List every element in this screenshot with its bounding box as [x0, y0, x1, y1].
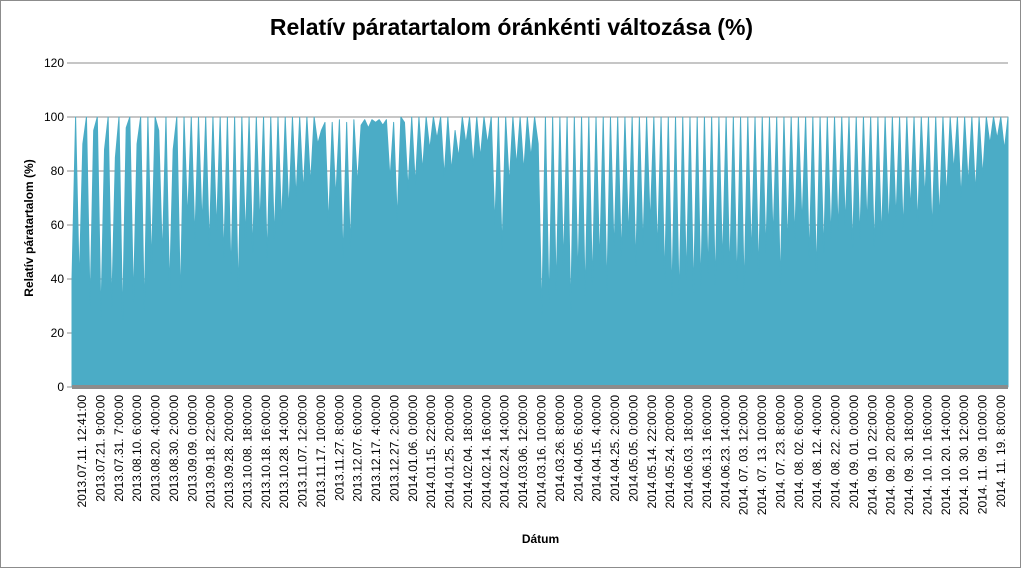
- x-tick-label: 2013.11.17. 10:00:00: [314, 395, 328, 508]
- x-tick-label: 2014.04.05. 6:00:00: [571, 395, 585, 502]
- y-tick-label: 20: [51, 326, 65, 340]
- x-tick-label: 2013.11.07. 12:00:00: [296, 395, 310, 508]
- x-tick-label: 2013.08.30. 2:00:00: [167, 395, 181, 502]
- x-tick-label: 2014.06.13. 16:00:00: [700, 395, 714, 509]
- y-tick-label: 60: [51, 218, 65, 232]
- x-tick-label: 2014. 11. 09. 10:00:00: [976, 395, 990, 515]
- x-axis-ticks: 2013.07.11. 12:41:00 2013.07.21. 9:00:00 2…: [75, 395, 1008, 515]
- x-tick-label: 2014. 10. 20. 14:00:00: [939, 395, 953, 515]
- x-tick-label: 2014.01.15. 22:00:00: [424, 395, 438, 509]
- x-tick-label: 2014.06.23. 14:00:00: [718, 395, 732, 509]
- x-axis-line: [72, 385, 1008, 389]
- chart-title: Relatív páratartalom óránkénti változása…: [269, 14, 754, 40]
- x-tick-label: 2014.01.25. 20:00:00: [443, 395, 457, 509]
- x-tick-label: 2013.07.31. 7:00:00: [112, 395, 126, 502]
- x-tick-label: 2014. 09. 10. 22:00:00: [865, 395, 879, 515]
- y-tick-label: 100: [44, 110, 64, 124]
- x-tick-label: 2013.07.11. 12:41:00: [75, 395, 89, 508]
- x-tick-label: 2014. 10. 10. 16:00:00: [921, 395, 935, 515]
- x-axis: [72, 385, 1008, 389]
- x-tick-label: 2014. 11. 19. 8:00:00: [994, 395, 1008, 508]
- x-tick-label: 2014. 10. 30. 12:00:00: [957, 395, 971, 515]
- x-tick-label: 2014. 08. 12. 4:00:00: [810, 395, 824, 509]
- x-tick-label: 2013.09.18. 22:00:00: [204, 395, 218, 509]
- x-tick-label: 2014.01.06. 0:00:00: [406, 395, 420, 502]
- x-tick-label: 2014.05.14. 22:00:00: [645, 395, 659, 509]
- x-tick-label: 2014.03.06. 12:00:00: [516, 395, 530, 509]
- x-tick-label: 2014.05.24. 20:00:00: [663, 395, 677, 509]
- x-tick-label: 2014.06.03. 18:00:00: [682, 395, 696, 509]
- x-tick-label: 2013.09.09. 0:00:00: [185, 395, 199, 502]
- y-tick-label: 120: [44, 56, 64, 70]
- x-tick-label: 2013.11.27. 8:00:00: [332, 395, 346, 501]
- x-tick-label: 2014.04.25. 2:00:00: [608, 395, 622, 502]
- x-tick-label: 2014. 07. 23. 8:00:00: [773, 395, 787, 509]
- x-tick-label: 2014. 08. 22. 2:00:00: [829, 395, 843, 509]
- x-tick-label: 2013.07.21. 9:00:00: [93, 395, 107, 502]
- x-tick-label: 2013.10.08. 18:00:00: [240, 395, 254, 509]
- x-tick-label: 2014. 09. 20. 20:00:00: [884, 395, 898, 515]
- x-tick-label: 2013.09.28. 20:00:00: [222, 395, 236, 509]
- x-tick-label: 2013.10.28. 14:00:00: [277, 395, 291, 509]
- x-tick-label: 2014. 07. 03. 12:00:00: [737, 395, 751, 515]
- x-tick-label: 2014.04.15. 4:00:00: [590, 395, 604, 502]
- x-tick-label: 2013.12.07. 6:00:00: [351, 395, 365, 502]
- y-tick-label: 0: [57, 380, 64, 394]
- x-tick-label: 2014.02.04. 18:00:00: [461, 395, 475, 509]
- y-axis-ticks: 0 20 40 60 80 100 120: [44, 56, 72, 394]
- x-tick-label: 2014.05.05. 0:00:00: [626, 395, 640, 502]
- x-tick-label: 2013.10.18. 16:00:00: [259, 395, 273, 509]
- x-tick-label: 2013.12.27. 2:00:00: [388, 395, 402, 502]
- y-tick-label: 80: [51, 164, 65, 178]
- x-tick-label: 2013.08.10. 6:00:00: [130, 395, 144, 502]
- x-tick-label: 2014. 09. 01. 0:00:00: [847, 395, 861, 509]
- x-tick-label: 2014. 08. 02. 6:00:00: [792, 395, 806, 509]
- x-tick-label: 2013.12.17. 4:00:00: [369, 395, 383, 502]
- x-tick-label: 2014. 09. 30. 18:00:00: [902, 395, 916, 515]
- x-tick-label: 2014. 07. 13. 10:00:00: [755, 395, 769, 515]
- x-tick-label: 2014.02.24. 14:00:00: [498, 395, 512, 509]
- y-tick-label: 40: [51, 272, 65, 286]
- x-axis-title: Dátum: [521, 532, 560, 546]
- x-tick-label: 2013.08.20. 4:00:00: [149, 395, 163, 502]
- x-tick-label: 2014.03.16. 10:00:00: [535, 395, 549, 509]
- x-tick-label: 2014.02.14. 16:00:00: [479, 395, 493, 509]
- humidity-series-area: [71, 116, 1009, 388]
- x-tick-label: 2014.03.26. 8:00:00: [553, 395, 567, 502]
- data-series: [71, 116, 1009, 388]
